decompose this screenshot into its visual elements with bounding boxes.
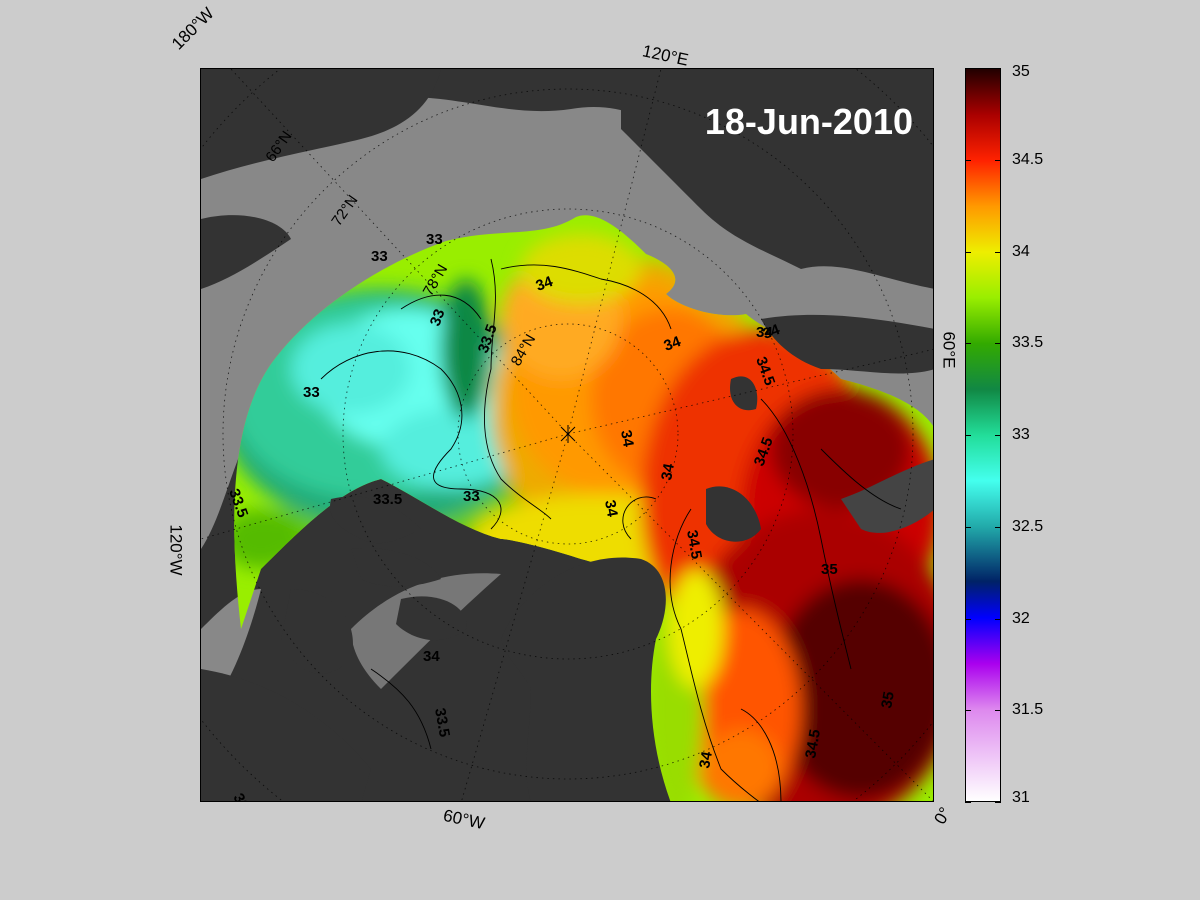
lon-label-120e: 120°E <box>640 41 691 70</box>
contour-label: 33.5 <box>431 707 453 739</box>
colorbar-tick-label: 33 <box>1012 426 1030 443</box>
salinity-contours <box>320 258 902 801</box>
contour-label: 34 <box>534 273 556 295</box>
contour-label: 33 <box>303 384 320 401</box>
contour-label: 33.5 <box>373 491 402 508</box>
greenland <box>501 557 671 801</box>
contour-label: 33 <box>371 248 388 265</box>
colorbar-tick-label: 34.5 <box>1012 150 1044 168</box>
contour-label: 34 <box>617 429 637 449</box>
contour-label: 34 <box>761 321 783 343</box>
salinity-map: 66°N 72°N 78°N 84°N 33 33 33 33 33 33 33… <box>200 68 934 802</box>
colorbar-tick-mark <box>995 343 1001 345</box>
graticule <box>201 69 933 801</box>
colorbar-tick-mark <box>995 435 1001 436</box>
contour-label: 33 <box>230 791 253 803</box>
island <box>351 548 441 587</box>
colorbar-tick-mark <box>965 68 971 69</box>
colorbar-tick-label: 32 <box>1012 609 1030 627</box>
colorbar-tick-label: 34 <box>1012 242 1030 260</box>
contour-label: 34 <box>756 324 773 341</box>
contour-label: 33 <box>426 231 443 248</box>
colorbar-tick-label: 31.5 <box>1012 701 1044 719</box>
contour-label: 34.5 <box>683 529 705 561</box>
canada-mainland <box>201 669 371 801</box>
lon-label-60w: 60°W <box>441 805 487 834</box>
contour-label: 33 <box>463 488 480 505</box>
colorbar-tick-mark <box>965 251 971 253</box>
island <box>330 496 421 544</box>
colorbar-tick-mark <box>965 343 971 345</box>
colorbar-tick-mark <box>965 802 971 803</box>
contour-label: 34 <box>662 333 684 355</box>
lon-label-60e: 60°E <box>939 331 959 369</box>
contour-label: 33 <box>427 307 449 328</box>
colorbar-tick-mark <box>965 618 971 620</box>
land-masses <box>201 69 933 801</box>
lon-label-120w: 120°W <box>166 524 186 576</box>
svalbard <box>706 486 761 542</box>
island <box>281 589 353 674</box>
colorbar-tick-mark <box>965 710 971 712</box>
island <box>396 596 467 641</box>
colorbar-tick-mark <box>995 159 1001 161</box>
colorbar-tick-label: 33.5 <box>1012 334 1044 352</box>
contour-label: 35 <box>878 690 898 709</box>
colorbar-tick-mark <box>965 159 971 161</box>
contour-label: 35 <box>821 561 838 578</box>
contour-label: 34 <box>423 648 440 665</box>
map-canvas: 66°N 72°N 78°N 84°N 33 33 33 33 33 33 33… <box>201 69 933 803</box>
date-label: 18-Jun-2010 <box>704 101 913 142</box>
contour-label: 34 <box>601 499 621 519</box>
contour-labels: 33 33 33 33 33 33 33.5 33.5 33.5 33.5 34… <box>225 231 898 803</box>
colorbar-tick-mark <box>965 526 971 528</box>
colorbar-tick-label: 32.5 <box>1012 517 1044 535</box>
colorbar-tick-mark <box>995 68 1001 69</box>
lon-label-180w: 180°W <box>168 3 218 54</box>
north-pole-marker <box>560 425 576 443</box>
colorbar-tick-label: 35 <box>1012 63 1030 80</box>
lon-label-0: 0° <box>930 803 955 828</box>
contour-label: 34.5 <box>802 728 824 760</box>
contour-label: 34 <box>658 462 678 482</box>
colorbar-tick-label: 31 <box>1012 789 1030 806</box>
colorbar-tick-mark <box>995 526 1001 528</box>
colorbar-tick-mark <box>995 802 1001 803</box>
siberia <box>621 69 933 289</box>
alaska-coast <box>201 215 291 289</box>
colorbar-tick-mark <box>995 710 1001 712</box>
colorbar-tick-mark <box>995 251 1001 253</box>
alaska <box>201 69 441 179</box>
contour-label: 34 <box>696 750 716 770</box>
franz-josef-land <box>730 376 758 411</box>
colorbar-tick-mark <box>995 618 1001 620</box>
colorbar-tick-mark <box>965 435 971 436</box>
russia-coast <box>761 314 933 374</box>
